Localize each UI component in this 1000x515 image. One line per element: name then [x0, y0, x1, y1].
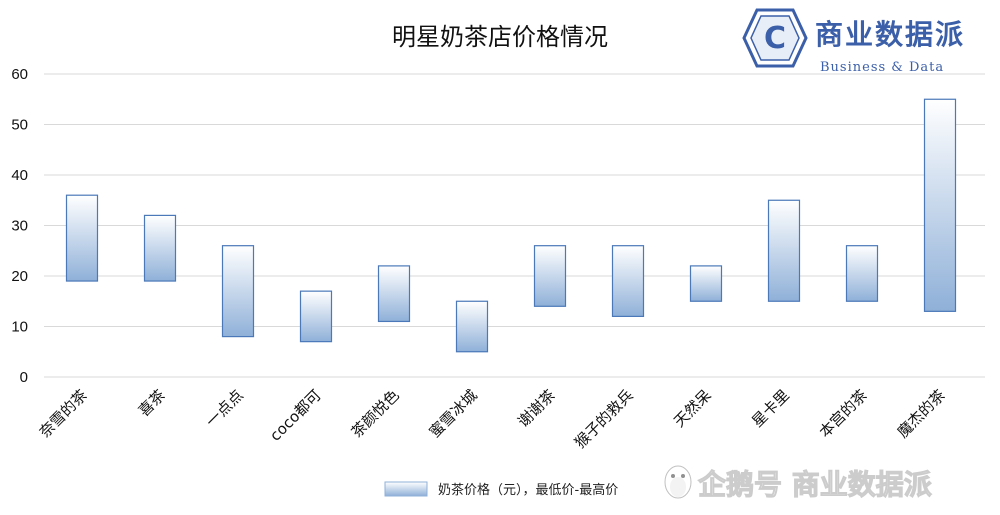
x-tick-label: 谢谢茶 [514, 386, 559, 431]
logo-name: 商业数据派 [815, 18, 965, 51]
y-tick-label: 60 [11, 66, 28, 83]
watermark-text: 企鹅号 商业数据派 [698, 468, 932, 501]
bar-8 [689, 265, 723, 302]
penguin-icon [664, 465, 692, 499]
logo-mark: C [764, 21, 786, 56]
x-tick-label: 一点点 [202, 386, 247, 431]
legend: 奶茶价格（元），最低价-最高价 [384, 481, 618, 498]
bar-10 [845, 245, 879, 302]
bar-2 [221, 245, 255, 338]
bar-3 [299, 290, 333, 343]
x-axis-labels: 奈雪的茶 喜茶 一点点 coco都可 茶颜悦色 蜜雪冰城 谢谢茶 猴子的救兵 天然呆 星卡里 本宫的… [36, 386, 949, 452]
bar-1 [143, 214, 177, 282]
y-tick-label: 50 [11, 117, 28, 134]
watermark: 企鹅号 商业数据派 [664, 465, 932, 502]
x-tick-label: 魔杰的茶 [894, 386, 949, 441]
y-tick-label: 30 [11, 218, 28, 235]
brand-logo: C 商业数据派 Business & Data [742, 8, 965, 75]
x-tick-label: 猴子的救兵 [571, 386, 637, 452]
y-tick-label: 0 [20, 369, 28, 386]
legend-swatch [384, 481, 428, 497]
logo-hexagon-inner-icon [750, 15, 800, 61]
bar-4 [377, 265, 411, 323]
x-tick-label: 茶颜悦色 [348, 386, 403, 441]
grid [44, 73, 985, 378]
bars [65, 98, 957, 353]
x-tick-label: 天然呆 [670, 386, 715, 431]
chart-title: 明星奶茶店价格情况 [392, 23, 608, 51]
bar-5 [455, 300, 489, 353]
logo-subtitle: Business & Data [820, 60, 944, 75]
y-tick-label: 20 [11, 268, 28, 285]
bar-6 [533, 245, 567, 307]
x-tick-label: 星卡里 [748, 386, 793, 431]
legend-label: 奶茶价格（元），最低价-最高价 [438, 482, 618, 498]
bar-7 [611, 245, 645, 317]
x-tick-label: coco都可 [266, 386, 325, 445]
x-tick-label: 蜜雪冰城 [426, 386, 481, 441]
x-tick-label: 奈雪的茶 [36, 386, 91, 441]
bar-9 [767, 199, 801, 302]
x-tick-label: 喜茶 [135, 386, 169, 420]
x-tick-label: 本宫的茶 [816, 386, 871, 441]
bar-11 [923, 98, 957, 312]
bar-0 [65, 194, 99, 282]
y-tick-label: 10 [11, 319, 28, 336]
y-tick-label: 40 [11, 167, 28, 184]
y-axis-ticks: 0 10 20 30 40 50 60 [11, 66, 28, 386]
